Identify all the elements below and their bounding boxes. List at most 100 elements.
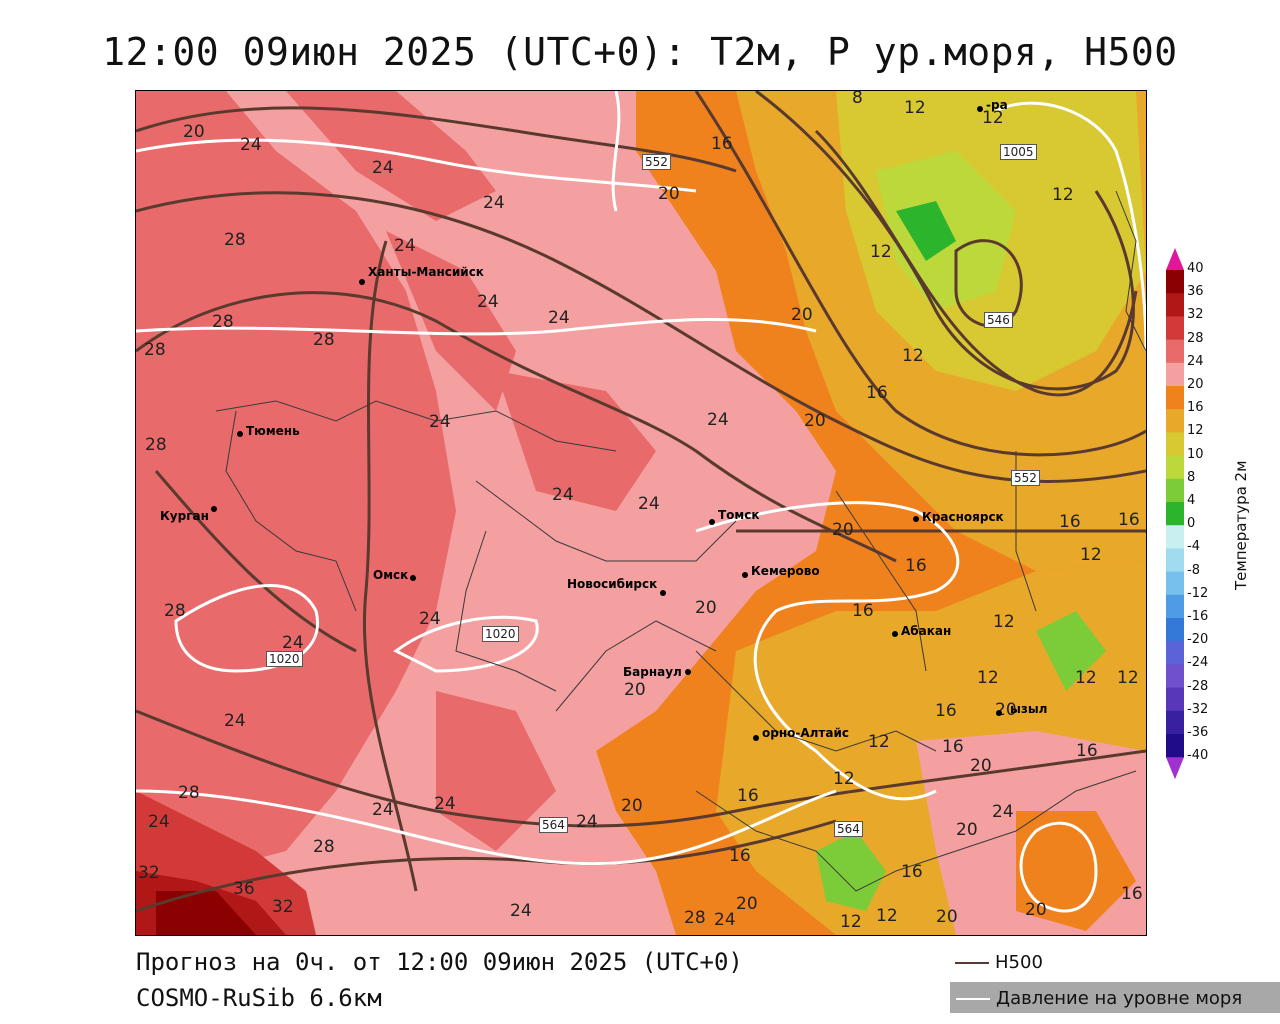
temp-label: 12 [977, 668, 999, 688]
city-marker [709, 519, 715, 525]
temp-label: 12 [1075, 668, 1097, 688]
temp-zone-se-green [816, 831, 886, 911]
colorbar-tick-label: 28 [1187, 330, 1204, 346]
temp-label: 32 [138, 863, 160, 883]
temp-zone-mid-28b [386, 231, 516, 411]
temp-label: 24 [576, 812, 598, 832]
colorbar-tick-label: 20 [1187, 377, 1204, 392]
colorbar-tick-label: -40 [1187, 748, 1209, 764]
temp-label: 28 [212, 312, 234, 332]
temp-label: 12 [833, 769, 855, 789]
colorbar-tick-label: -24 [1187, 655, 1209, 671]
temp-label: 16 [1059, 512, 1081, 532]
temp-label: 28 [164, 601, 186, 621]
colorbar-tick-label: -32 [1187, 701, 1209, 717]
temp-label: 20 [832, 520, 854, 540]
temp-zone-sw-40 [156, 891, 256, 935]
temp-zone-ne-green [896, 201, 956, 261]
temp-label: 20 [624, 680, 646, 700]
temp-label: 24 [510, 901, 532, 921]
colorbar-segment [1166, 339, 1184, 364]
temp-label: 28 [144, 340, 166, 360]
temp-label: 20 [970, 756, 992, 776]
temp-label: 16 [729, 846, 751, 866]
admin-boundaries [215, 190, 1146, 892]
model-name: COSMO-RuSib 6.6км [136, 984, 382, 1012]
temp-label: 20 [658, 184, 680, 204]
city-label-kemerovo: Кемерово [751, 564, 820, 578]
colorbar-segment [1166, 432, 1184, 457]
temperature-colorbar [1166, 248, 1184, 780]
colorbar-bottom-arrow [1166, 757, 1184, 780]
temp-label: 24 [477, 292, 499, 312]
temp-label: 24 [714, 910, 736, 930]
colorbar-segment [1166, 734, 1184, 758]
temp-label: 16 [942, 737, 964, 757]
temp-label: 24 [992, 802, 1014, 822]
temp-label: 12 [876, 906, 898, 926]
colorbar-tick-label: -20 [1187, 632, 1209, 648]
temp-label: 24 [282, 633, 304, 653]
legend-pressure-text: Давление на уровне моря [996, 988, 1243, 1009]
colorbar-segment [1166, 525, 1184, 549]
temp-label: 12 [982, 108, 1004, 128]
colorbar-segment [1166, 455, 1184, 480]
colorbar-segment [1166, 386, 1184, 410]
colorbar-tick-label: 24 [1187, 353, 1204, 369]
colorbar-segment [1166, 293, 1184, 317]
temp-label: 20 [791, 305, 813, 325]
temp-label: 20 [183, 122, 205, 142]
temp-label: 24 [224, 711, 246, 731]
city-label-kurgan: Курган [160, 509, 209, 523]
legend-h500: H500 [955, 952, 1043, 973]
temp-label: 12 [840, 912, 862, 932]
temp-label: 28 [313, 330, 335, 350]
legend-pressure: Давление на уровне моря [950, 982, 1280, 1013]
colorbar-tick-label: -28 [1187, 678, 1209, 694]
colorbar-tick-label: 12 [1187, 423, 1204, 439]
colorbar-segment [1166, 710, 1184, 735]
h500-label: 546 [984, 312, 1013, 328]
colorbar-segment [1166, 641, 1184, 665]
temp-label: 20 [936, 907, 958, 927]
temp-label: 20 [1025, 900, 1047, 920]
colorbar-tick-label: -8 [1187, 562, 1200, 578]
legend-h500-swatch [955, 962, 989, 964]
temp-label: 12 [1052, 185, 1074, 205]
forecast-map[interactable] [135, 90, 1147, 936]
pressure-label: 1020 [482, 626, 519, 642]
colorbar-tick-label: 36 [1187, 284, 1204, 300]
colorbar-segment [1166, 502, 1184, 526]
temp-label: 24 [240, 135, 262, 155]
colorbar-segment [1166, 316, 1184, 341]
temp-label: 12 [870, 242, 892, 262]
legend-pressure-swatch [956, 998, 990, 1000]
temp-zone-mid-28d [436, 691, 556, 851]
temp-label: 20 [736, 894, 758, 914]
colorbar-segment [1166, 594, 1184, 619]
city-label-barnaul: Барнаул [623, 665, 682, 679]
city-marker [410, 575, 416, 581]
colorbar-tick-label: -16 [1187, 609, 1209, 624]
temp-label: 24 [372, 800, 394, 820]
colorbar-tick-label: -12 [1187, 585, 1209, 601]
temp-label: 28 [684, 908, 706, 928]
city-marker [977, 106, 983, 112]
city-marker [996, 710, 1002, 716]
temp-label: 20 [956, 820, 978, 840]
colorbar-tick-label: 8 [1187, 469, 1196, 485]
colorbar-tick-label: 16 [1187, 400, 1204, 416]
temp-zone-se-20 [1016, 811, 1136, 931]
temp-label: 24 [372, 158, 394, 178]
temp-label: 24 [148, 812, 170, 832]
city-label-north: -ра [986, 98, 1008, 112]
colorbar-segment [1166, 687, 1184, 712]
colorbar-segment [1166, 409, 1184, 433]
temp-label: 24 [552, 485, 574, 505]
temp-zone-se-green2 [1036, 611, 1106, 691]
temp-label: 16 [901, 862, 923, 882]
temp-label: 16 [852, 601, 874, 621]
pressure-label: 1020 [266, 651, 303, 667]
city-marker [359, 279, 365, 285]
temp-label: 12 [902, 346, 924, 366]
